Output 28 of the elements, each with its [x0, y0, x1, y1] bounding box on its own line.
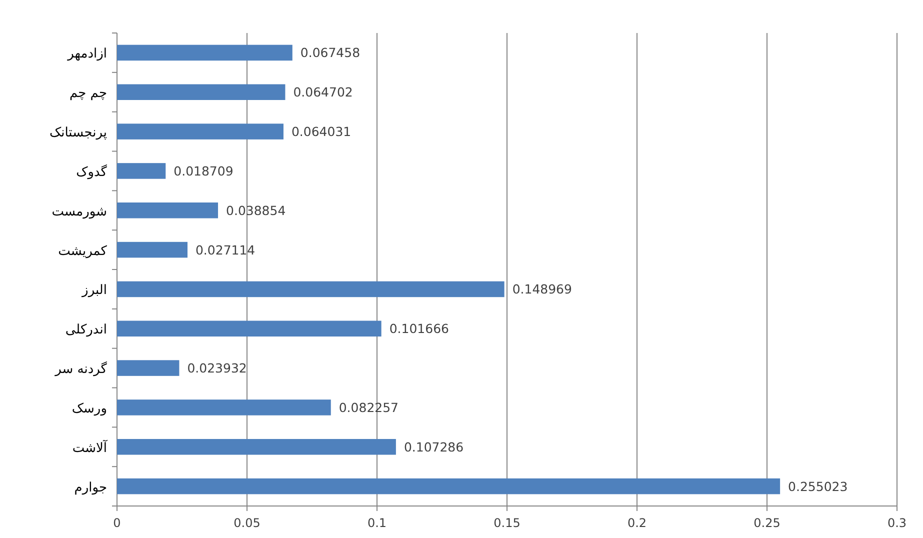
y-tick-label: ورسک — [72, 401, 107, 416]
x-tick-label: 0.1 — [367, 516, 387, 530]
y-tick-label: گردنه سر — [54, 361, 108, 378]
y-tick-label: شورمست — [52, 204, 107, 220]
data-label: 0.018709 — [174, 163, 234, 178]
y-tick-label: جوارم — [74, 480, 107, 496]
y-tick-label: کمریشت — [58, 244, 108, 259]
data-label: 0.101666 — [389, 321, 450, 336]
x-tick-label: 0.25 — [754, 516, 780, 530]
data-label: 0.023932 — [187, 360, 247, 376]
y-tick-label: اندرکلی — [65, 322, 107, 338]
data-label: 0.064702 — [293, 84, 353, 100]
data-label: 0.107286 — [404, 439, 464, 454]
data-label: 0.064031 — [291, 124, 352, 140]
x-tick-label: 0 — [113, 516, 121, 530]
x-tick-label: 0.2 — [627, 516, 647, 530]
y-tick-label: ازادمهر — [66, 46, 107, 62]
y-tick-label: گدوک — [76, 164, 108, 180]
y-tick-label: پرنجستانک — [49, 126, 108, 141]
data-label: 0.148969 — [512, 282, 572, 297]
x-tick-label: 0.05 — [234, 516, 260, 530]
data-label: 0.067458 — [300, 45, 360, 60]
x-tick-label: 0.3 — [887, 516, 907, 530]
y-tick-label: البرز — [81, 283, 107, 298]
x-tick-label: 0.15 — [494, 516, 520, 530]
y-tick-label: آلاشت — [72, 438, 108, 456]
data-label: 0.255023 — [788, 478, 848, 494]
y-tick-label: چم چم — [69, 86, 107, 102]
